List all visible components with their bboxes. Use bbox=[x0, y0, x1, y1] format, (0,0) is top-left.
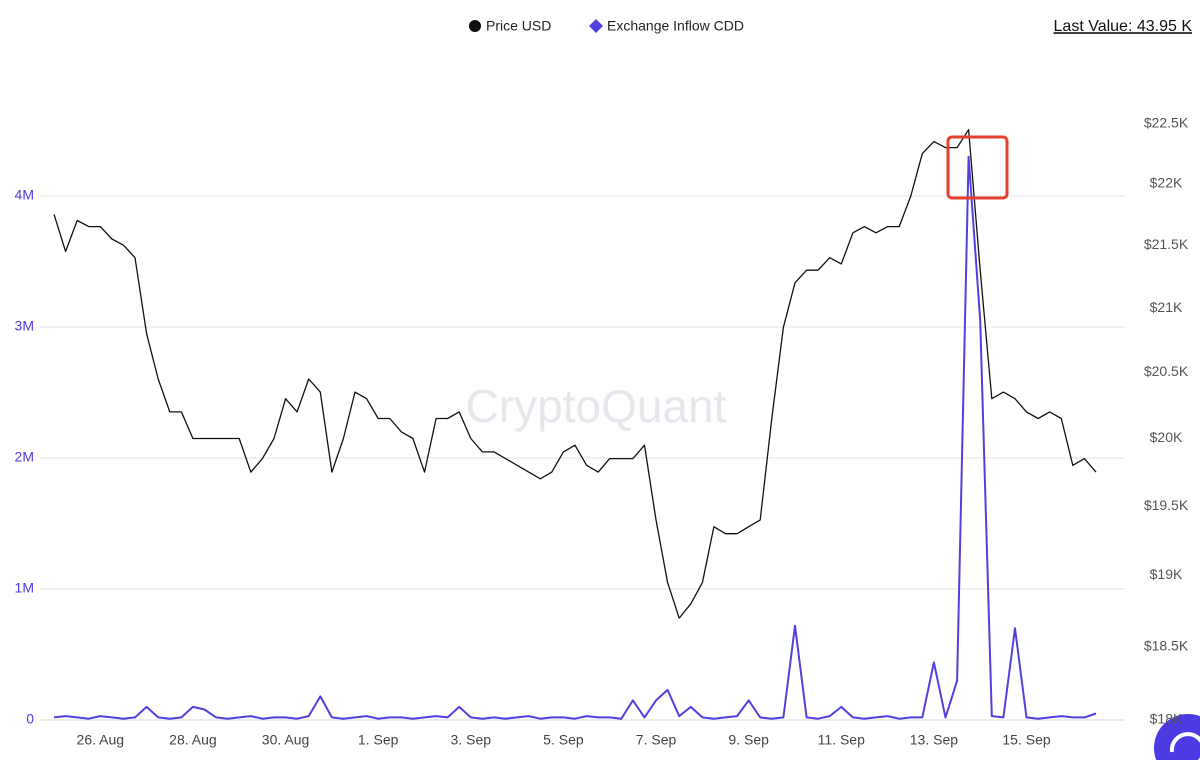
legend-label[interactable]: Exchange Inflow CDD bbox=[607, 18, 744, 34]
y-tick-label: 2M bbox=[15, 449, 34, 465]
y2-tick-label: $18.5K bbox=[1144, 637, 1189, 653]
x-tick-label: 30. Aug bbox=[262, 732, 310, 748]
watermark: CryptoQuant bbox=[466, 380, 727, 432]
x-tick-label: 26. Aug bbox=[77, 732, 125, 748]
x-tick-label: 5. Sep bbox=[543, 732, 584, 748]
y-tick-label: 4M bbox=[15, 187, 34, 203]
legend-marker bbox=[469, 20, 481, 32]
y2-tick-label: $20K bbox=[1150, 429, 1183, 445]
last-value[interactable]: Last Value: 43.95 K bbox=[1054, 18, 1193, 35]
highlight-box bbox=[946, 135, 1009, 200]
x-tick-label: 9. Sep bbox=[728, 732, 769, 748]
x-tick-label: 3. Sep bbox=[451, 732, 492, 748]
y2-tick-label: $18K bbox=[1150, 711, 1183, 727]
legend-marker bbox=[589, 19, 603, 33]
y2-tick-label: $22.5K bbox=[1144, 114, 1189, 130]
x-tick-label: 7. Sep bbox=[636, 732, 677, 748]
y2-tick-label: $22K bbox=[1150, 174, 1183, 190]
legend: Price USD Exchange Inflow CDD bbox=[469, 18, 744, 34]
y2-tick-label: $19K bbox=[1150, 566, 1183, 582]
series-line bbox=[53, 129, 1097, 619]
x-tick-label: 15. Sep bbox=[1002, 732, 1050, 748]
x-tick-label: 11. Sep bbox=[818, 732, 865, 748]
y2-tick-label: $20.5K bbox=[1144, 363, 1189, 379]
y2-tick-label: $19.5K bbox=[1144, 497, 1189, 513]
legend-label[interactable]: Price USD bbox=[486, 18, 551, 34]
x-tick-label: 13. Sep bbox=[910, 732, 958, 748]
x-tick-label: 28. Aug bbox=[169, 732, 217, 748]
y-tick-label: 1M bbox=[15, 580, 34, 596]
y2-tick-label: $21K bbox=[1150, 299, 1183, 315]
y-tick-label: 0 bbox=[26, 711, 34, 727]
x-tick-label: 1. Sep bbox=[358, 732, 399, 748]
y2-tick-label: $21.5K bbox=[1144, 236, 1189, 252]
series-line bbox=[53, 155, 1097, 720]
y-tick-label: 3M bbox=[15, 318, 34, 334]
